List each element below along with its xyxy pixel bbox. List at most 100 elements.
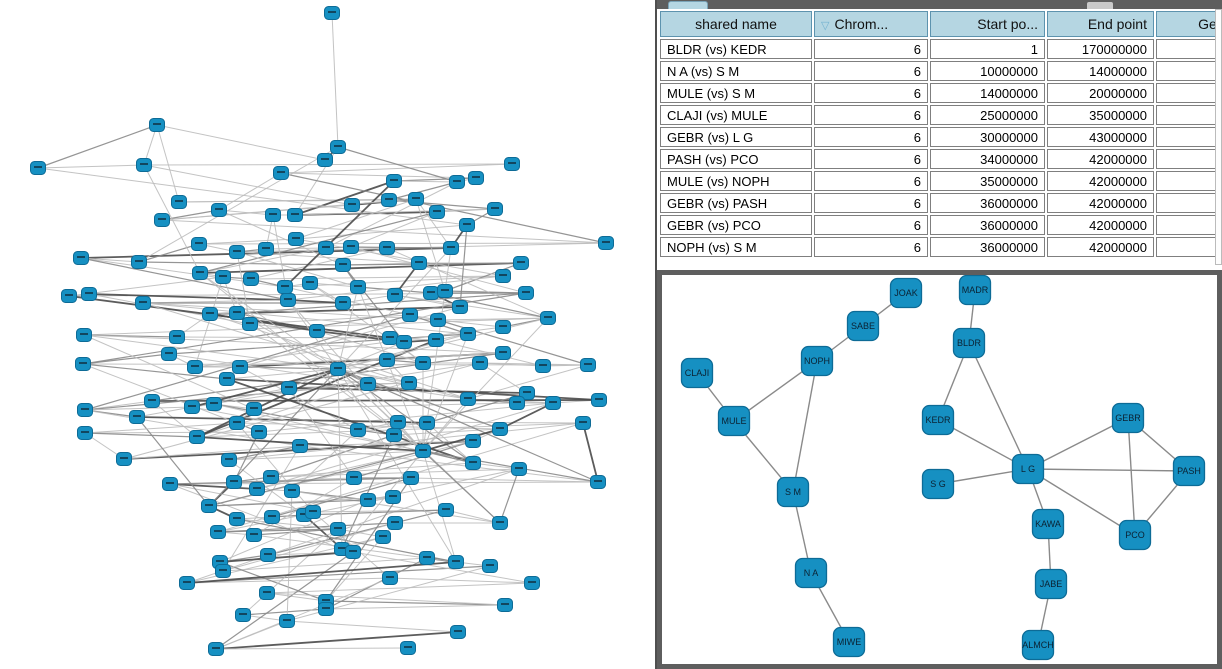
table-cell[interactable]: 10.5: [1156, 171, 1222, 191]
network-node[interactable]: [251, 425, 267, 439]
network-node[interactable]: [77, 403, 93, 417]
network-node[interactable]: [379, 353, 395, 367]
network-node[interactable]: [497, 598, 513, 612]
network-node[interactable]: [264, 510, 280, 524]
network-node[interactable]: BLDR: [952, 327, 986, 359]
network-node[interactable]: [135, 296, 151, 310]
table-row[interactable]: GEBR (vs) L G6300000004300000016.9: [660, 127, 1222, 147]
network-node[interactable]: [360, 493, 376, 507]
network-node[interactable]: [281, 381, 297, 395]
network-node[interactable]: [519, 386, 535, 400]
network-node[interactable]: [305, 505, 321, 519]
network-node[interactable]: [260, 548, 276, 562]
network-node[interactable]: [229, 416, 245, 430]
table-cell[interactable]: 6: [814, 83, 928, 103]
network-node[interactable]: [149, 118, 165, 132]
vertical-scrollbar[interactable]: [1215, 9, 1222, 265]
network-node[interactable]: [246, 528, 262, 542]
table-cell[interactable]: 14000000: [930, 83, 1045, 103]
network-node[interactable]: [287, 208, 303, 222]
network-node[interactable]: [226, 475, 242, 489]
table-row[interactable]: MULE (vs) S M614000000200000007.5: [660, 83, 1222, 103]
network-node[interactable]: [387, 288, 403, 302]
network-node[interactable]: [317, 153, 333, 167]
network-node[interactable]: [345, 545, 361, 559]
network-node[interactable]: [343, 240, 359, 254]
network-node[interactable]: [390, 415, 406, 429]
network-node[interactable]: [518, 286, 534, 300]
table-row[interactable]: GEBR (vs) PASH636000000420000008.9: [660, 193, 1222, 213]
network-node[interactable]: [350, 280, 366, 294]
network-node[interactable]: MIWE: [832, 626, 866, 658]
network-node[interactable]: [76, 328, 92, 342]
table-cell[interactable]: N A (vs) S M: [660, 61, 812, 81]
table-row[interactable]: N A (vs) S M610000000140000006.6: [660, 61, 1222, 81]
table-cell[interactable]: MULE (vs) NOPH: [660, 171, 812, 191]
table-cell[interactable]: 35000000: [1047, 105, 1154, 125]
network-node[interactable]: [202, 307, 218, 321]
network-node[interactable]: [400, 641, 416, 655]
table-cell[interactable]: 6: [814, 171, 928, 191]
table-cell[interactable]: 16.9: [1156, 127, 1222, 147]
network-node[interactable]: [598, 236, 614, 250]
network-node[interactable]: [448, 555, 464, 569]
table-cell[interactable]: 34000000: [930, 149, 1045, 169]
network-node[interactable]: [408, 192, 424, 206]
table-cell[interactable]: 9.9: [1156, 237, 1222, 257]
network-node[interactable]: MULE: [717, 405, 751, 437]
table-cell[interactable]: 6: [814, 215, 928, 235]
network-node[interactable]: [411, 256, 427, 270]
table-cell[interactable]: 6: [814, 127, 928, 147]
network-node[interactable]: [545, 396, 561, 410]
network-node[interactable]: [590, 475, 606, 489]
network-node[interactable]: [330, 522, 346, 536]
network-node[interactable]: MADR: [958, 275, 992, 306]
network-node[interactable]: KAWA: [1031, 508, 1065, 540]
network-node[interactable]: [219, 372, 235, 386]
network-node[interactable]: [419, 551, 435, 565]
network-node[interactable]: [495, 346, 511, 360]
table-cell[interactable]: GEBR (vs) PASH: [660, 193, 812, 213]
network-node[interactable]: [246, 402, 262, 416]
network-node[interactable]: [513, 256, 529, 270]
network-node[interactable]: [288, 232, 304, 246]
network-node[interactable]: [452, 300, 468, 314]
network-node[interactable]: [415, 356, 431, 370]
network-node[interactable]: JABE: [1034, 568, 1068, 600]
table-cell[interactable]: MULE (vs) S M: [660, 83, 812, 103]
table-cell[interactable]: 20000000: [1047, 83, 1154, 103]
network-node[interactable]: [360, 377, 376, 391]
network-node[interactable]: [273, 166, 289, 180]
network-node[interactable]: [318, 602, 334, 616]
network-node[interactable]: [302, 276, 318, 290]
network-node[interactable]: [330, 362, 346, 376]
network-node[interactable]: S M: [776, 476, 810, 508]
network-node[interactable]: [187, 360, 203, 374]
network-node[interactable]: [423, 286, 439, 300]
network-node[interactable]: [535, 359, 551, 373]
network-node[interactable]: [495, 269, 511, 283]
network-node[interactable]: [318, 241, 334, 255]
network-node[interactable]: [449, 175, 465, 189]
scrollbar-thumb[interactable]: [668, 1, 708, 9]
network-node[interactable]: [396, 335, 412, 349]
network-node[interactable]: [61, 289, 77, 303]
network-node[interactable]: KEDR: [921, 404, 955, 436]
network-node[interactable]: [460, 392, 476, 406]
table-cell[interactable]: 6: [814, 105, 928, 125]
network-node[interactable]: [385, 490, 401, 504]
column-header[interactable]: Genetic...: [1156, 11, 1222, 37]
table-row[interactable]: CLAJI (vs) MULE625000000350000005.9: [660, 105, 1222, 125]
network-node[interactable]: CLAJI: [680, 357, 714, 389]
table-cell[interactable]: 6: [814, 237, 928, 257]
network-node[interactable]: [277, 280, 293, 294]
network-node[interactable]: [210, 525, 226, 539]
network-node[interactable]: N A: [794, 557, 828, 589]
network-node[interactable]: [335, 258, 351, 272]
table-cell[interactable]: 42000000: [1047, 237, 1154, 257]
table-cell[interactable]: 1: [930, 39, 1045, 59]
network-node[interactable]: [249, 482, 265, 496]
network-node[interactable]: [232, 360, 248, 374]
network-node[interactable]: [258, 242, 274, 256]
network-node[interactable]: [335, 296, 351, 310]
